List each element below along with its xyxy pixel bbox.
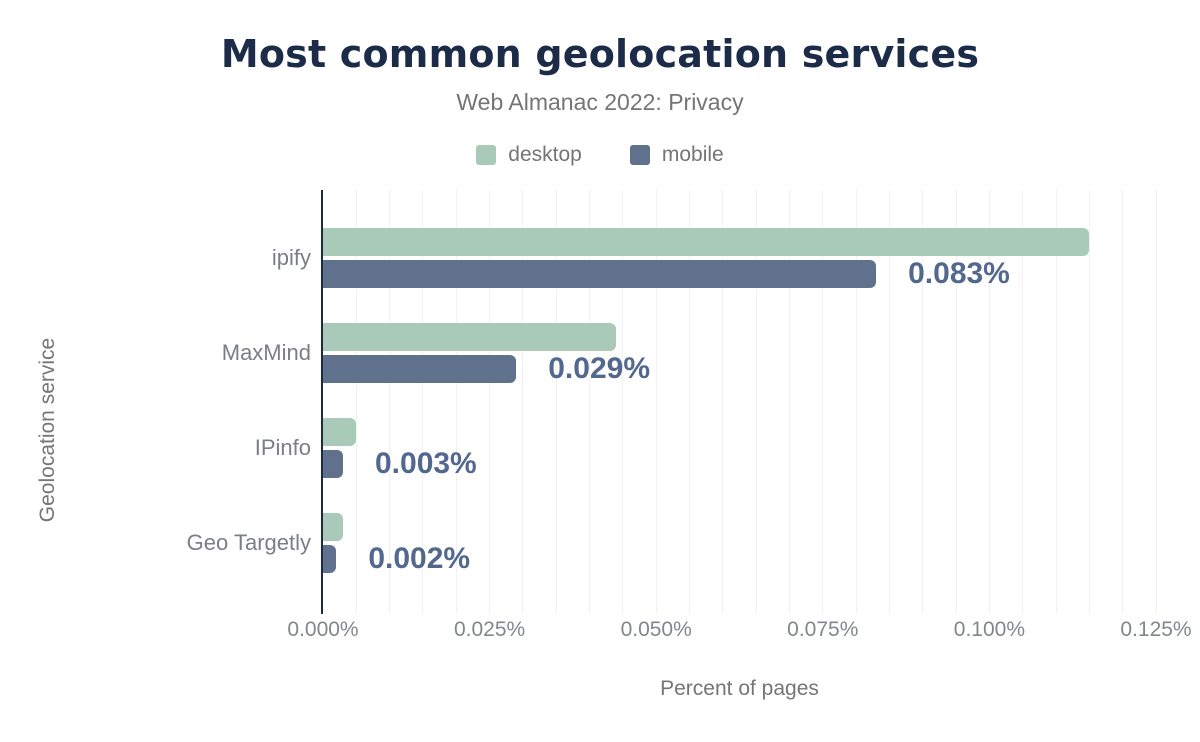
gridline	[822, 190, 824, 613]
value-label-maxmind: 0.029%	[548, 352, 650, 385]
value-label-ipify: 0.083%	[908, 257, 1010, 290]
category-label-maxmind: MaxMind	[221, 340, 311, 365]
legend-label-mobile: mobile	[661, 143, 724, 166]
gridline	[422, 190, 424, 613]
gridline	[1122, 190, 1124, 613]
legend-label-desktop: desktop	[508, 143, 582, 166]
gridline	[722, 190, 724, 613]
gridline	[622, 190, 624, 613]
bar-mobile-maxmind[interactable]	[323, 355, 517, 383]
category-label-ipinfo: IPinfo	[254, 435, 311, 460]
gridline	[1055, 190, 1057, 613]
gridline	[1022, 190, 1024, 613]
gridline	[988, 190, 990, 613]
gridline	[455, 190, 457, 613]
x-tick-label: 0.125%	[1120, 618, 1192, 641]
bar-desktop-geo-targetly[interactable]	[323, 513, 343, 541]
gridline	[1088, 190, 1090, 613]
x-tick-label: 0.050%	[620, 618, 692, 641]
x-tick-label: 0.025%	[453, 618, 526, 641]
gridline	[655, 190, 657, 613]
desktop-swatch-icon	[476, 145, 497, 165]
plot-area: Percent of pages 0.000% 0.025% 0.050% 0.075…	[187, 190, 1192, 700]
gridline	[788, 190, 790, 613]
legend: desktop mobile	[0, 143, 1200, 167]
bar-mobile-ipinfo[interactable]	[323, 450, 343, 478]
bar-mobile-geo-targetly[interactable]	[323, 545, 337, 573]
gridline	[922, 190, 924, 613]
value-label-geo-targetly: 0.002%	[368, 542, 471, 575]
gridline	[855, 190, 857, 613]
y-axis-line	[321, 190, 323, 614]
category-label-geo-targetly: Geo Targetly	[186, 530, 311, 555]
gridline	[1155, 190, 1157, 613]
chart-subtitle: Web Almanac 2022: Privacy	[456, 89, 744, 115]
x-tick-label: 0.000%	[287, 618, 359, 641]
gridline	[955, 190, 957, 613]
gridline	[489, 190, 491, 613]
gridline	[589, 190, 591, 613]
bar-desktop-ipinfo[interactable]	[323, 418, 357, 446]
gridline	[888, 190, 890, 613]
gridline	[389, 190, 391, 613]
bar-desktop-maxmind[interactable]	[323, 323, 617, 351]
gridline	[755, 190, 757, 613]
gridline	[355, 190, 357, 613]
y-axis-title: Geolocation service	[36, 337, 59, 523]
gridline	[689, 190, 691, 613]
bar-desktop-ipify[interactable]	[323, 228, 1090, 256]
x-tick-label: 0.100%	[953, 618, 1025, 641]
gridline	[522, 190, 524, 613]
mobile-swatch-icon	[629, 145, 650, 165]
legend-item-mobile[interactable]: mobile	[629, 143, 724, 167]
gridline	[555, 190, 557, 613]
x-axis-title: Percent of pages	[660, 677, 819, 700]
chart-title: Most common geolocation services	[220, 32, 980, 76]
category-label-ipify: ipify	[271, 245, 311, 270]
bar-mobile-ipify[interactable]	[323, 260, 877, 288]
value-label-ipinfo: 0.003%	[374, 447, 477, 480]
x-tick-label: 0.075%	[787, 618, 859, 641]
legend-item-desktop[interactable]: desktop	[476, 143, 582, 167]
